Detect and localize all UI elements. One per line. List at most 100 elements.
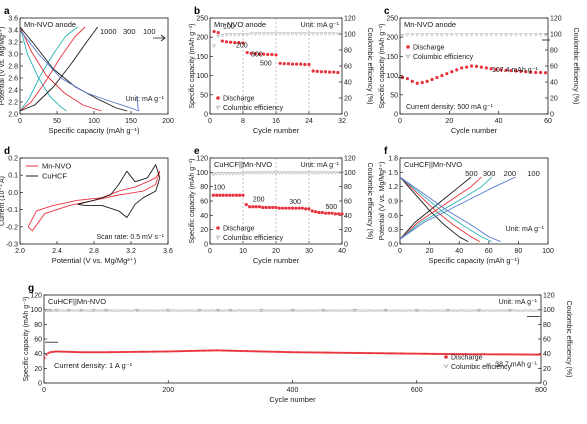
discharge-point bbox=[116, 350, 119, 354]
efficiency-point bbox=[316, 171, 321, 175]
discharge-point bbox=[321, 351, 324, 354]
discharge-point bbox=[505, 353, 508, 356]
discharge-point bbox=[147, 350, 151, 353]
discharge-point bbox=[278, 61, 282, 65]
discharge-point bbox=[436, 352, 439, 356]
discharge-point bbox=[110, 351, 113, 354]
discharge-point bbox=[310, 351, 313, 354]
discharge-point bbox=[287, 206, 291, 210]
discharge-point bbox=[274, 350, 277, 353]
efficiency-point bbox=[379, 309, 382, 312]
y-right-tick-label: 80 bbox=[550, 48, 558, 55]
y-tick-label: 3.0 bbox=[8, 52, 18, 59]
efficiency-point bbox=[286, 309, 289, 312]
discharge-point bbox=[464, 353, 467, 356]
efficiency-point bbox=[410, 33, 415, 37]
discharge-point bbox=[299, 62, 303, 66]
curve-label: 1000 bbox=[100, 27, 117, 36]
efficiency-point bbox=[118, 309, 121, 312]
discharge-point bbox=[160, 350, 164, 353]
discharge-point bbox=[352, 351, 356, 355]
discharge-point bbox=[362, 351, 365, 355]
efficiency-point bbox=[493, 309, 496, 312]
efficiency-point bbox=[231, 172, 236, 176]
discharge-point bbox=[328, 351, 331, 354]
efficiency-point bbox=[405, 33, 410, 37]
discharge-point bbox=[522, 353, 525, 356]
discharge-point bbox=[136, 350, 139, 353]
y-right-tick-label: 80 bbox=[344, 184, 352, 191]
discharge-point bbox=[445, 72, 449, 76]
efficiency-point bbox=[176, 309, 179, 312]
discharge-point bbox=[216, 349, 220, 352]
efficiency-point bbox=[113, 309, 116, 312]
efficiency-point bbox=[314, 309, 317, 312]
cv-curve bbox=[77, 164, 161, 218]
efficiency-point bbox=[390, 309, 393, 312]
discharge-point bbox=[284, 206, 288, 210]
discharge-point bbox=[151, 350, 154, 353]
y-tick-label: 150 bbox=[386, 54, 398, 61]
efficiency-point bbox=[297, 309, 300, 312]
efficiency-point bbox=[508, 33, 514, 37]
y-tick-label: 60 bbox=[200, 199, 208, 206]
efficiency-point bbox=[247, 171, 252, 175]
y-right-tick-label: 80 bbox=[344, 48, 352, 55]
efficiency-point bbox=[437, 309, 440, 312]
cv-curve bbox=[27, 170, 161, 232]
x-tick-label: 0 bbox=[208, 118, 212, 125]
efficiency-point bbox=[215, 308, 220, 313]
efficiency-point bbox=[217, 172, 222, 176]
efficiency-point bbox=[306, 309, 310, 312]
discharge-point bbox=[347, 351, 350, 354]
efficiency-point bbox=[519, 309, 522, 312]
y-right-tick-label: 20 bbox=[550, 96, 558, 103]
efficiency-point bbox=[506, 309, 509, 312]
discharge-point bbox=[511, 353, 514, 356]
discharge-point bbox=[47, 351, 50, 355]
panel-annotation: Mn-NVO anode bbox=[24, 20, 76, 29]
efficiency-point bbox=[349, 309, 352, 312]
discharge-point bbox=[233, 349, 236, 352]
discharge-point bbox=[295, 351, 298, 354]
efficiency-point bbox=[278, 32, 283, 36]
discharge-point bbox=[494, 67, 498, 72]
discharge-point bbox=[153, 350, 156, 353]
efficiency-point bbox=[64, 309, 67, 312]
x-axis-label: Cycle number bbox=[451, 126, 498, 135]
discharge-point bbox=[302, 351, 305, 354]
efficiency-point bbox=[104, 308, 109, 313]
discharge-point bbox=[419, 352, 423, 355]
discharge-point bbox=[345, 351, 348, 354]
legend-label-efficiency: Columbic efficiency bbox=[451, 364, 512, 371]
efficiency-point bbox=[323, 32, 328, 36]
efficiency-point bbox=[236, 33, 241, 37]
x-tick-label: 0 bbox=[398, 248, 402, 255]
x-tick-label: 50 bbox=[53, 118, 61, 125]
discharge-point bbox=[64, 350, 67, 353]
discharge-point bbox=[500, 353, 503, 356]
efficiency-point bbox=[250, 171, 255, 175]
legend-label-efficiency: Columbic efficiency bbox=[413, 54, 474, 61]
efficiency-point bbox=[424, 309, 427, 312]
discharge-point bbox=[228, 349, 231, 352]
discharge-curve bbox=[19, 26, 102, 112]
discharge-point bbox=[420, 80, 424, 85]
discharge-point bbox=[367, 352, 371, 355]
y-tick-label: 150 bbox=[196, 54, 208, 61]
efficiency-point bbox=[319, 32, 324, 36]
discharge-point bbox=[485, 353, 488, 356]
efficiency-point bbox=[383, 308, 388, 313]
discharge-point bbox=[188, 349, 192, 353]
discharge-point bbox=[244, 350, 248, 353]
efficiency-point bbox=[494, 33, 499, 37]
efficiency-point bbox=[244, 171, 249, 175]
efficiency-point bbox=[211, 309, 215, 312]
discharge-point bbox=[265, 350, 268, 353]
discharge-point bbox=[440, 74, 444, 78]
y-axis-label: Potential (V vs. Mg/Mg²⁺) bbox=[0, 27, 6, 106]
discharge-point bbox=[520, 353, 523, 356]
discharge-point bbox=[270, 350, 274, 353]
efficiency-point bbox=[474, 33, 479, 37]
efficiency-point bbox=[374, 309, 377, 312]
